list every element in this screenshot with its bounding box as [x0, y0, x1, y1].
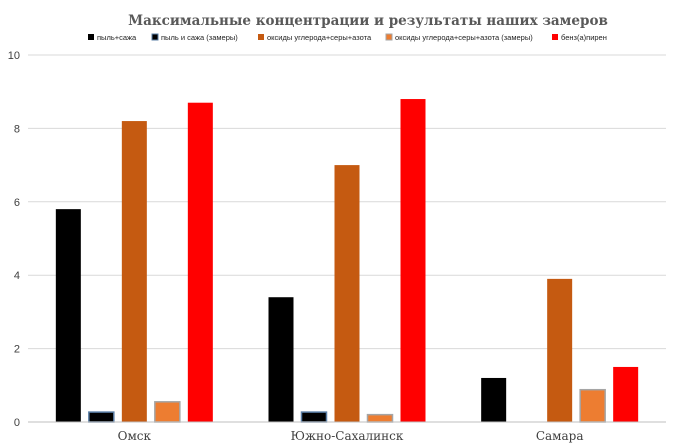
bar: [579, 388, 606, 423]
legend-label: бенз(а)пирен: [561, 33, 607, 42]
bar: [366, 413, 394, 423]
chart-title: Максимальные концентрации и результаты н…: [128, 13, 608, 29]
x-tick-label: Омск: [118, 429, 152, 443]
y-tick-label: 4: [14, 270, 20, 282]
bar: [121, 121, 147, 422]
x-axis: Омск Южно-Сахалинск Самара: [118, 429, 584, 443]
legend-label: оксиды углерода+серы+азота (замеры): [395, 33, 533, 42]
legend-swatch: [552, 34, 558, 40]
bar: [187, 102, 213, 423]
bar: [268, 297, 294, 422]
bar: [547, 278, 573, 422]
legend-swatch: [151, 33, 159, 41]
bar: [88, 411, 115, 423]
legend: пыль+сажа пыль и сажа (замеры) оксиды угле…: [88, 33, 607, 42]
legend-label: пыль и сажа (замеры): [161, 33, 238, 42]
legend-label: оксиды углерода+серы+азота: [267, 33, 372, 42]
bar: [334, 165, 360, 422]
bar: [55, 209, 81, 422]
legend-swatch: [88, 34, 94, 40]
bar: [300, 411, 328, 423]
legend-swatch: [385, 33, 393, 41]
legend-label: пыль+сажа: [97, 33, 137, 42]
bar: [481, 377, 507, 422]
y-tick-label: 2: [14, 344, 20, 356]
y-tick-label: 0: [14, 417, 20, 429]
x-tick-label: Самара: [536, 429, 584, 443]
legend-swatch: [258, 34, 264, 40]
y-axis: 0 2 4 6 8 10: [8, 50, 20, 429]
y-tick-label: 10: [8, 50, 20, 62]
bars: [55, 99, 639, 423]
bar: [613, 366, 639, 422]
bar: [154, 401, 181, 423]
y-tick-label: 6: [14, 197, 20, 209]
y-tick-label: 8: [14, 123, 20, 135]
x-tick-label: Южно-Сахалинск: [291, 429, 404, 443]
bar: [400, 99, 426, 422]
